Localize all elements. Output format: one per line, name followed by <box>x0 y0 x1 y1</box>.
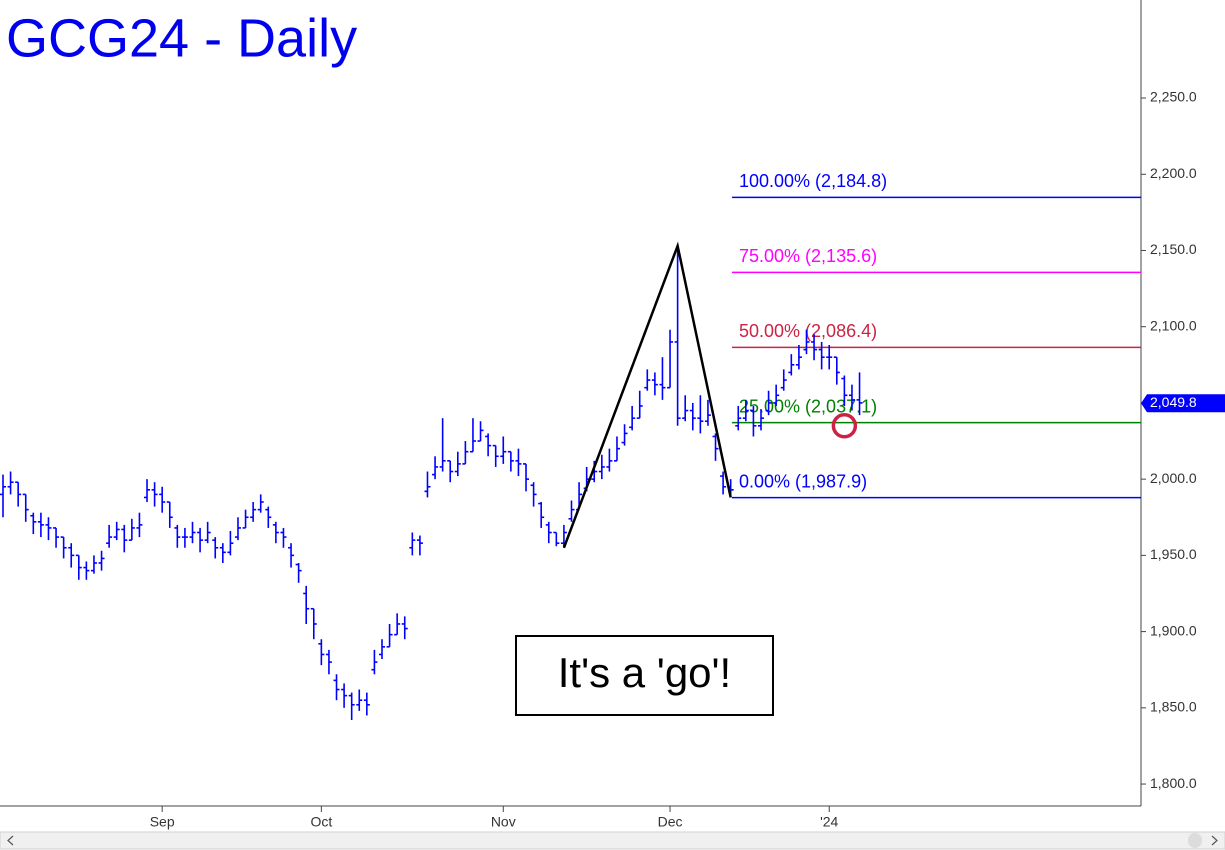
level-label: 100.00% (2,184.8) <box>739 171 887 191</box>
scroll-left[interactable] <box>7 835 14 846</box>
target-marker <box>831 413 858 439</box>
level-label: 75.00% (2,135.6) <box>739 246 877 266</box>
scroll-thumb[interactable] <box>1188 833 1202 848</box>
y-tick-label: 2,100.0 <box>1150 317 1197 333</box>
scroll-right[interactable] <box>1211 835 1218 846</box>
annotation-frame <box>515 635 774 716</box>
y-tick-label: 1,800.0 <box>1150 775 1197 791</box>
level-label: 25.00% (2,037.1) <box>739 396 877 416</box>
y-tick-label: 2,000.0 <box>1150 470 1197 486</box>
level-label: 0.00% (1,987.9) <box>739 471 867 491</box>
x-tick-label: Nov <box>491 814 516 830</box>
y-tick-label: 2,150.0 <box>1150 241 1197 257</box>
y-tick-label: 2,250.0 <box>1150 89 1197 105</box>
y-tick-label: 1,850.0 <box>1150 699 1197 715</box>
pattern-line <box>562 241 732 549</box>
annotation-text: It's a 'go'! <box>558 649 731 696</box>
x-tick-label: Dec <box>658 814 683 830</box>
scroll-track[interactable] <box>0 831 1225 850</box>
x-tick-label: '24 <box>820 814 838 830</box>
price-bars <box>0 245 863 721</box>
scrollbar[interactable] <box>0 831 1225 850</box>
y-tick-label: 2,200.0 <box>1150 165 1197 181</box>
chart-title: GCG24 - Daily <box>6 8 357 68</box>
last-price-tag <box>1141 394 1225 413</box>
x-tick-label: Sep <box>150 814 175 830</box>
last-price-label: 2,049.8 <box>1150 394 1197 410</box>
level-label: 50.00% (2,086.4) <box>739 321 877 341</box>
y-tick-label: 1,950.0 <box>1150 546 1197 562</box>
annotation-box: It's a 'go'! <box>515 635 774 716</box>
y-tick-label: 1,900.0 <box>1150 622 1197 638</box>
x-tick-label: Oct <box>310 814 332 830</box>
